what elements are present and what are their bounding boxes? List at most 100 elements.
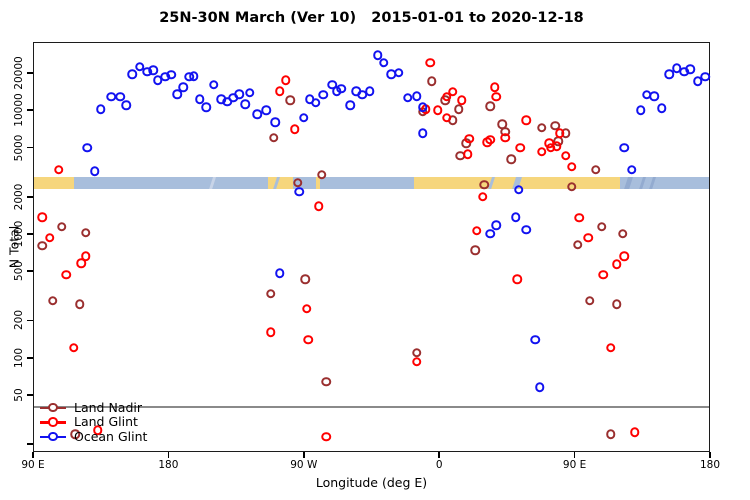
data-point-ocean-glint bbox=[240, 99, 250, 109]
x-tick-mark bbox=[709, 452, 711, 458]
legend-label: Land Nadir bbox=[74, 399, 143, 415]
y-tick-label: 200 bbox=[13, 310, 25, 331]
data-point-ocean-glint bbox=[336, 84, 347, 94]
data-point-ocean-glint bbox=[121, 100, 132, 110]
data-point-land-glint bbox=[274, 86, 285, 96]
data-point-land-nadir bbox=[74, 299, 85, 310]
y-tick-label: 500 bbox=[13, 261, 25, 282]
legend-item-land-glint: Land Glint bbox=[40, 415, 160, 429]
data-point-land-glint bbox=[482, 137, 493, 148]
data-point-land-glint bbox=[265, 327, 276, 338]
reference-line bbox=[33, 405, 710, 408]
data-point-ocean-glint bbox=[417, 128, 428, 139]
data-point-land-glint bbox=[551, 141, 562, 152]
data-point-land-nadir bbox=[454, 104, 464, 114]
y-tick-mark bbox=[27, 146, 33, 149]
y-tick-mark bbox=[27, 319, 33, 322]
x-tick-mark bbox=[167, 452, 170, 458]
data-point-land-glint bbox=[61, 269, 71, 280]
data-point-land-glint bbox=[515, 142, 526, 153]
data-point-land-glint bbox=[463, 149, 473, 160]
data-point-land-glint bbox=[53, 165, 64, 175]
data-point-land-glint bbox=[303, 334, 314, 345]
data-point-land-nadir bbox=[317, 170, 327, 180]
data-point-ocean-glint bbox=[535, 382, 545, 392]
x-tick-label: 180 bbox=[699, 459, 721, 471]
y-tick-label: 20000 bbox=[13, 56, 25, 90]
data-point-ocean-glint bbox=[365, 86, 375, 96]
data-point-land-glint bbox=[560, 150, 571, 161]
plot-area-border bbox=[33, 42, 710, 452]
land-ocean-band-land bbox=[315, 176, 321, 190]
data-point-land-glint bbox=[314, 201, 324, 211]
data-point-ocean-glint bbox=[115, 92, 125, 102]
data-point-land-glint bbox=[490, 82, 500, 92]
y-tick-label: 2000 bbox=[13, 183, 25, 211]
data-point-ocean-glint bbox=[521, 225, 532, 235]
legend-label: Land Glint bbox=[74, 414, 138, 429]
y-tick-label: 10000 bbox=[13, 93, 25, 127]
data-point-land-glint bbox=[457, 95, 467, 105]
data-point-ocean-glint bbox=[619, 142, 629, 153]
data-point-ocean-glint bbox=[208, 80, 219, 90]
land-ocean-band-land bbox=[33, 176, 74, 190]
data-point-ocean-glint bbox=[530, 334, 541, 345]
data-point-land-glint bbox=[464, 133, 475, 144]
data-point-ocean-glint bbox=[649, 91, 660, 101]
data-point-land-glint bbox=[478, 191, 488, 202]
data-point-land-nadir bbox=[300, 274, 311, 285]
data-point-land-glint bbox=[68, 343, 79, 353]
data-point-land-nadir bbox=[566, 182, 577, 192]
data-point-ocean-glint bbox=[417, 102, 428, 112]
x-tick-mark bbox=[303, 452, 305, 458]
data-point-land-glint bbox=[92, 425, 103, 435]
data-point-land-glint bbox=[619, 251, 629, 262]
data-point-land-nadir bbox=[590, 165, 601, 175]
y-tick-mark bbox=[27, 233, 33, 235]
data-point-land-nadir bbox=[56, 222, 67, 232]
data-point-ocean-glint bbox=[244, 88, 255, 98]
data-point-land-glint bbox=[598, 269, 608, 280]
data-point-ocean-glint bbox=[178, 82, 189, 92]
data-point-land-glint bbox=[302, 303, 312, 314]
data-point-land-nadir bbox=[70, 429, 80, 440]
data-point-land-nadir bbox=[596, 222, 607, 232]
data-point-ocean-glint bbox=[664, 69, 675, 79]
y-tick-mark bbox=[27, 443, 33, 446]
data-point-ocean-glint bbox=[270, 117, 280, 127]
data-point-land-nadir bbox=[268, 132, 279, 143]
legend-marker-circle bbox=[48, 431, 58, 441]
data-point-land-glint bbox=[80, 251, 91, 262]
y-tick-mark bbox=[27, 356, 33, 359]
data-point-land-nadir bbox=[37, 241, 47, 251]
data-point-land-glint bbox=[611, 259, 622, 269]
legend-item-ocean-glint: Ocean Glint bbox=[40, 429, 160, 444]
data-point-ocean-glint bbox=[89, 166, 100, 177]
data-point-land-glint bbox=[44, 233, 55, 243]
data-point-land-glint bbox=[583, 233, 593, 243]
data-point-ocean-glint bbox=[127, 69, 138, 79]
data-point-land-nadir bbox=[411, 347, 422, 358]
data-point-ocean-glint bbox=[261, 105, 271, 115]
chart-title: 25N-30N March (Ver 10) 2015-01-01 to 202… bbox=[159, 10, 584, 26]
data-point-land-glint bbox=[500, 132, 511, 143]
data-point-ocean-glint bbox=[274, 268, 285, 279]
data-point-ocean-glint bbox=[378, 58, 389, 68]
data-point-ocean-glint bbox=[135, 62, 145, 72]
data-point-land-nadir bbox=[47, 295, 58, 306]
y-tick-label: 100 bbox=[13, 347, 25, 368]
data-point-ocean-glint bbox=[95, 104, 106, 114]
data-point-land-glint bbox=[425, 58, 435, 68]
data-point-land-nadir bbox=[293, 177, 303, 188]
x-tick-label: 0 bbox=[435, 459, 443, 471]
legend-item-land-nadir: Land Nadir bbox=[40, 399, 160, 415]
data-point-ocean-glint bbox=[411, 91, 422, 101]
land-ocean-band-ocean bbox=[320, 176, 414, 190]
legend-marker-circle bbox=[48, 402, 58, 412]
data-point-ocean-glint bbox=[148, 65, 159, 75]
data-point-land-nadir bbox=[572, 239, 583, 250]
data-point-land-glint bbox=[411, 356, 422, 367]
data-point-ocean-glint bbox=[485, 229, 496, 239]
data-point-land-nadir bbox=[80, 228, 91, 238]
data-point-land-nadir bbox=[426, 76, 437, 86]
